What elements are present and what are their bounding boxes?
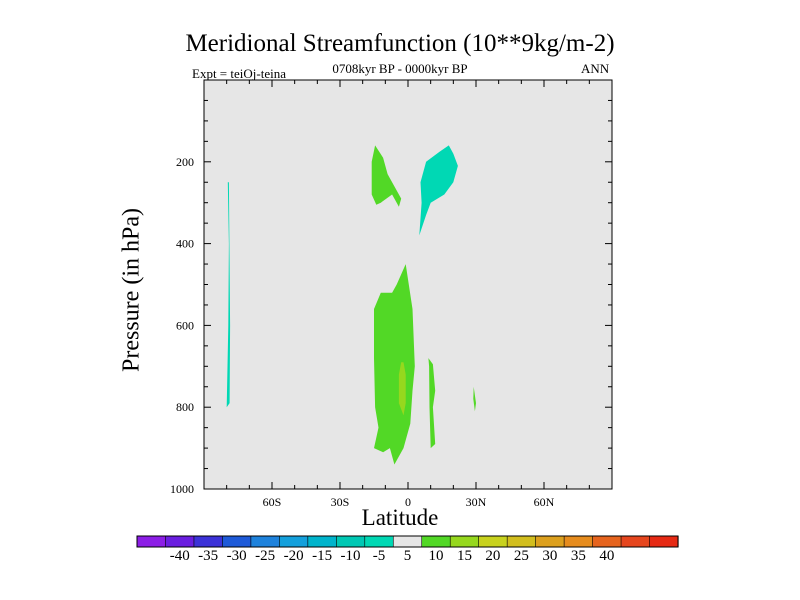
colorbar-swatch xyxy=(364,535,394,548)
x-tick-label: 30N xyxy=(466,495,487,509)
colorbar-label: 35 xyxy=(571,548,586,564)
y-tick-label: 600 xyxy=(176,318,194,332)
colorbar-swatch xyxy=(535,535,565,548)
colorbar-swatch xyxy=(193,535,224,548)
colorbar-label: 25 xyxy=(514,548,529,564)
colorbar-swatch xyxy=(563,535,594,548)
colorbar: -40 -35 -30 -25 -20 -15 -10 -5 5 10 15 20 25 30 35 40 xyxy=(136,535,679,564)
contour-region xyxy=(226,182,231,408)
colorbar-label: 15 xyxy=(457,548,472,564)
colorbar-swatch xyxy=(307,535,337,548)
colorbar-swatch xyxy=(478,535,508,548)
contour-region xyxy=(374,264,415,465)
colorbar-swatch xyxy=(620,535,651,548)
colorbar-label: 20 xyxy=(485,548,500,564)
colorbar-label: 40 xyxy=(599,548,614,564)
contour-region xyxy=(398,362,406,416)
colorbar-label: -35 xyxy=(198,548,218,564)
y-tick-label: 400 xyxy=(176,237,194,251)
contour-regions xyxy=(226,145,476,465)
colorbar-label: -30 xyxy=(227,548,247,564)
colorbar-label: -25 xyxy=(255,548,275,564)
contour-region xyxy=(371,145,402,207)
colorbar-swatch xyxy=(279,535,309,548)
colorbar-label: -40 xyxy=(170,548,190,564)
contour-region xyxy=(428,358,436,449)
colorbar-swatch xyxy=(421,535,451,548)
colorbar-label: -10 xyxy=(341,548,361,564)
colorbar-label: -5 xyxy=(373,548,386,564)
chart-subtitle: 0708kyr BP - 0000kyr BP xyxy=(332,61,468,76)
colorbar-swatch xyxy=(250,535,280,548)
colorbar-label: 30 xyxy=(542,548,557,564)
season-label: ANN xyxy=(581,61,610,76)
colorbar-swatch xyxy=(392,535,423,548)
colorbar-swatch xyxy=(506,535,537,548)
contour-region xyxy=(419,145,458,236)
x-tick-label: 30S xyxy=(331,495,350,509)
colorbar-label: -15 xyxy=(312,548,332,564)
chart-title: Meridional Streamfunction (10**9kg/m-2) xyxy=(185,30,615,57)
y-tick-label: 800 xyxy=(176,400,194,414)
colorbar-frame xyxy=(136,535,679,548)
x-axis-label: Latitude xyxy=(361,505,439,530)
colorbar-label: -20 xyxy=(284,548,304,564)
axes: 60S 30S 0 30N 60N 200 400 600 800 1000 xyxy=(170,80,613,509)
colorbar-label: 10 xyxy=(428,548,443,564)
y-tick-label: 1000 xyxy=(170,482,194,496)
contour-region xyxy=(473,386,476,412)
colorbar-swatch xyxy=(222,535,252,548)
x-tick-label: 0 xyxy=(405,495,411,509)
colorbar-swatch xyxy=(136,535,167,548)
colorbar-swatch xyxy=(592,535,622,548)
x-tick-label: 60N xyxy=(534,495,555,509)
colorbar-swatch xyxy=(449,535,480,548)
y-tick-label: 200 xyxy=(176,155,194,169)
experiment-label: Expt = teiOj-teina xyxy=(192,66,286,81)
colorbar-label: 5 xyxy=(404,548,412,564)
colorbar-swatch xyxy=(649,535,679,548)
x-tick-label: 60S xyxy=(263,495,282,509)
colorbar-swatch xyxy=(336,535,366,548)
colorbar-swatch xyxy=(165,535,195,548)
